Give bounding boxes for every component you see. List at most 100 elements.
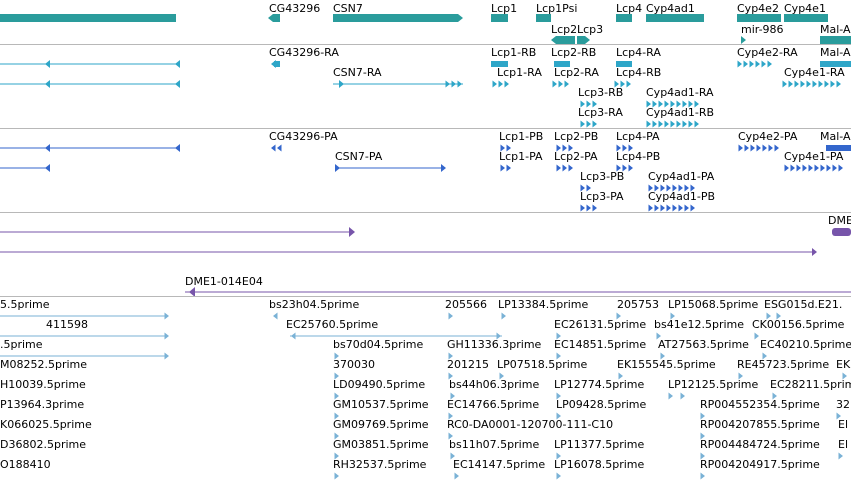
est-label[interactable]: RP004552354.5prime — [700, 398, 820, 411]
transcript-glyph[interactable] — [800, 80, 806, 88]
est-glyph[interactable] — [334, 412, 340, 420]
est-glyph[interactable] — [680, 392, 686, 400]
est-glyph[interactable] — [700, 472, 706, 480]
transcript-glyph[interactable] — [818, 80, 824, 88]
gene-label[interactable]: Lcp3 — [577, 23, 604, 36]
transcript-label[interactable]: Lcp1-RA — [497, 66, 542, 79]
protein-glyph[interactable] — [500, 164, 506, 172]
est-label[interactable]: RP004484724.5prime — [700, 438, 820, 451]
est-glyph[interactable] — [668, 392, 674, 400]
est-label[interactable]: GM10537.5prime — [333, 398, 429, 411]
est-label[interactable]: LP07518.5prime — [497, 358, 588, 371]
est-label[interactable]: bs11h07.5prime — [449, 438, 540, 451]
protein-glyph[interactable] — [826, 164, 832, 172]
protein-glyph[interactable] — [562, 164, 568, 172]
clone-glyph[interactable] — [832, 228, 851, 236]
est-glyph[interactable] — [448, 432, 454, 440]
protein-glyph[interactable] — [838, 164, 844, 172]
transcript-glyph[interactable] — [620, 80, 626, 88]
transcript-glyph[interactable] — [580, 120, 586, 128]
protein-label[interactable]: CSN7-PA — [335, 150, 383, 163]
protein-glyph[interactable] — [500, 144, 506, 152]
transcript-glyph[interactable] — [592, 120, 598, 128]
est-glyph[interactable] — [334, 352, 340, 360]
transcript-glyph[interactable] — [761, 60, 767, 68]
gene-span-bar[interactable] — [536, 14, 551, 22]
transcript-glyph[interactable] — [652, 100, 658, 108]
transcript-glyph[interactable] — [491, 61, 508, 67]
est-glyph[interactable] — [660, 352, 666, 360]
gene-span-bar[interactable] — [646, 14, 704, 22]
est-label[interactable]: D36802.5prime — [0, 438, 87, 451]
protein-glyph[interactable] — [506, 164, 512, 172]
est-label[interactable]: EC40210.5prime — [760, 338, 851, 351]
est-label[interactable]: EK155545.5prime — [617, 358, 716, 371]
est-glyph[interactable] — [291, 332, 296, 340]
protein-label[interactable]: Cyp4e2-PA — [738, 130, 798, 143]
est-glyph[interactable] — [273, 312, 278, 320]
est-label[interactable]: 205753 — [617, 298, 659, 311]
transcript-label[interactable]: CG43296-RA — [269, 46, 339, 59]
protein-glyph[interactable] — [568, 144, 574, 152]
est-glyph[interactable] — [450, 452, 456, 460]
est-glyph[interactable] — [838, 452, 844, 460]
protein-glyph[interactable] — [684, 204, 690, 212]
gene-span-bar[interactable] — [784, 14, 828, 22]
est-label[interactable]: EC25760.5prime — [286, 318, 379, 331]
est-label[interactable]: LP15068.5prime — [668, 298, 759, 311]
protein-glyph[interactable] — [768, 144, 774, 152]
est-glyph[interactable] — [762, 352, 768, 360]
transcript-glyph[interactable] — [682, 100, 688, 108]
protein-label[interactable]: Lcp3-PA — [580, 190, 624, 203]
protein-glyph[interactable] — [628, 144, 634, 152]
protein-glyph[interactable] — [820, 164, 826, 172]
transcript-glyph[interactable] — [580, 100, 586, 108]
est-glyph[interactable] — [700, 412, 706, 420]
transcript-glyph[interactable] — [616, 61, 632, 67]
gene-span-bar[interactable] — [0, 14, 176, 22]
est-label[interactable]: bs23h04.5prime — [269, 298, 360, 311]
gene-span-bar[interactable] — [268, 14, 280, 22]
protein-label[interactable]: Lcp4-PA — [616, 130, 660, 143]
protein-glyph[interactable] — [45, 144, 50, 152]
est-glyph[interactable] — [556, 412, 562, 420]
est-glyph[interactable] — [334, 392, 340, 400]
est-label[interactable]: GH11336.3prime — [447, 338, 542, 351]
transcript-glyph[interactable] — [558, 80, 564, 88]
est-glyph[interactable] — [766, 312, 772, 320]
est-label[interactable]: 370030 — [333, 358, 375, 371]
protein-label[interactable]: Lcp1-PA — [499, 150, 543, 163]
transcript-glyph[interactable] — [806, 80, 812, 88]
transcript-glyph[interactable] — [670, 120, 676, 128]
transcript-glyph[interactable] — [749, 60, 755, 68]
transcript-glyph[interactable] — [586, 120, 592, 128]
protein-glyph[interactable] — [784, 164, 790, 172]
transcript-glyph[interactable] — [457, 80, 463, 88]
est-label[interactable]: LP12774.5prime — [554, 378, 645, 391]
est-label[interactable]: bs70d04.5prime — [333, 338, 424, 351]
transcript-glyph[interactable] — [646, 120, 652, 128]
transcript-glyph[interactable] — [824, 80, 830, 88]
transcript-glyph[interactable] — [175, 60, 180, 68]
protein-glyph[interactable] — [556, 144, 562, 152]
protein-glyph[interactable] — [744, 144, 750, 152]
transcript-label[interactable]: Cyp4e1-RA — [784, 66, 845, 79]
gene-span-bar[interactable] — [820, 36, 851, 44]
gene-label[interactable]: Cyp4e1 — [784, 2, 826, 15]
protein-glyph[interactable] — [562, 144, 568, 152]
est-glyph[interactable] — [556, 452, 562, 460]
est-label[interactable]: El — [838, 418, 849, 431]
est-label[interactable]: RC0-DA0001-120700-111-C10 — [447, 418, 614, 431]
protein-glyph[interactable] — [648, 204, 654, 212]
protein-glyph[interactable] — [568, 164, 574, 172]
transcript-glyph[interactable] — [646, 100, 652, 108]
transcript-glyph[interactable] — [682, 120, 688, 128]
est-label[interactable]: 201215 — [447, 358, 489, 371]
transcript-glyph[interactable] — [652, 120, 658, 128]
transcript-glyph[interactable] — [658, 100, 664, 108]
transcript-label[interactable]: Lcp4-RA — [616, 46, 661, 59]
gene-span-bar[interactable] — [741, 36, 746, 44]
transcript-label[interactable]: Lcp2-RA — [554, 66, 599, 79]
gene-label[interactable]: Lcp4 — [616, 2, 643, 15]
transcript-label[interactable]: Lcp1-RB — [491, 46, 537, 59]
